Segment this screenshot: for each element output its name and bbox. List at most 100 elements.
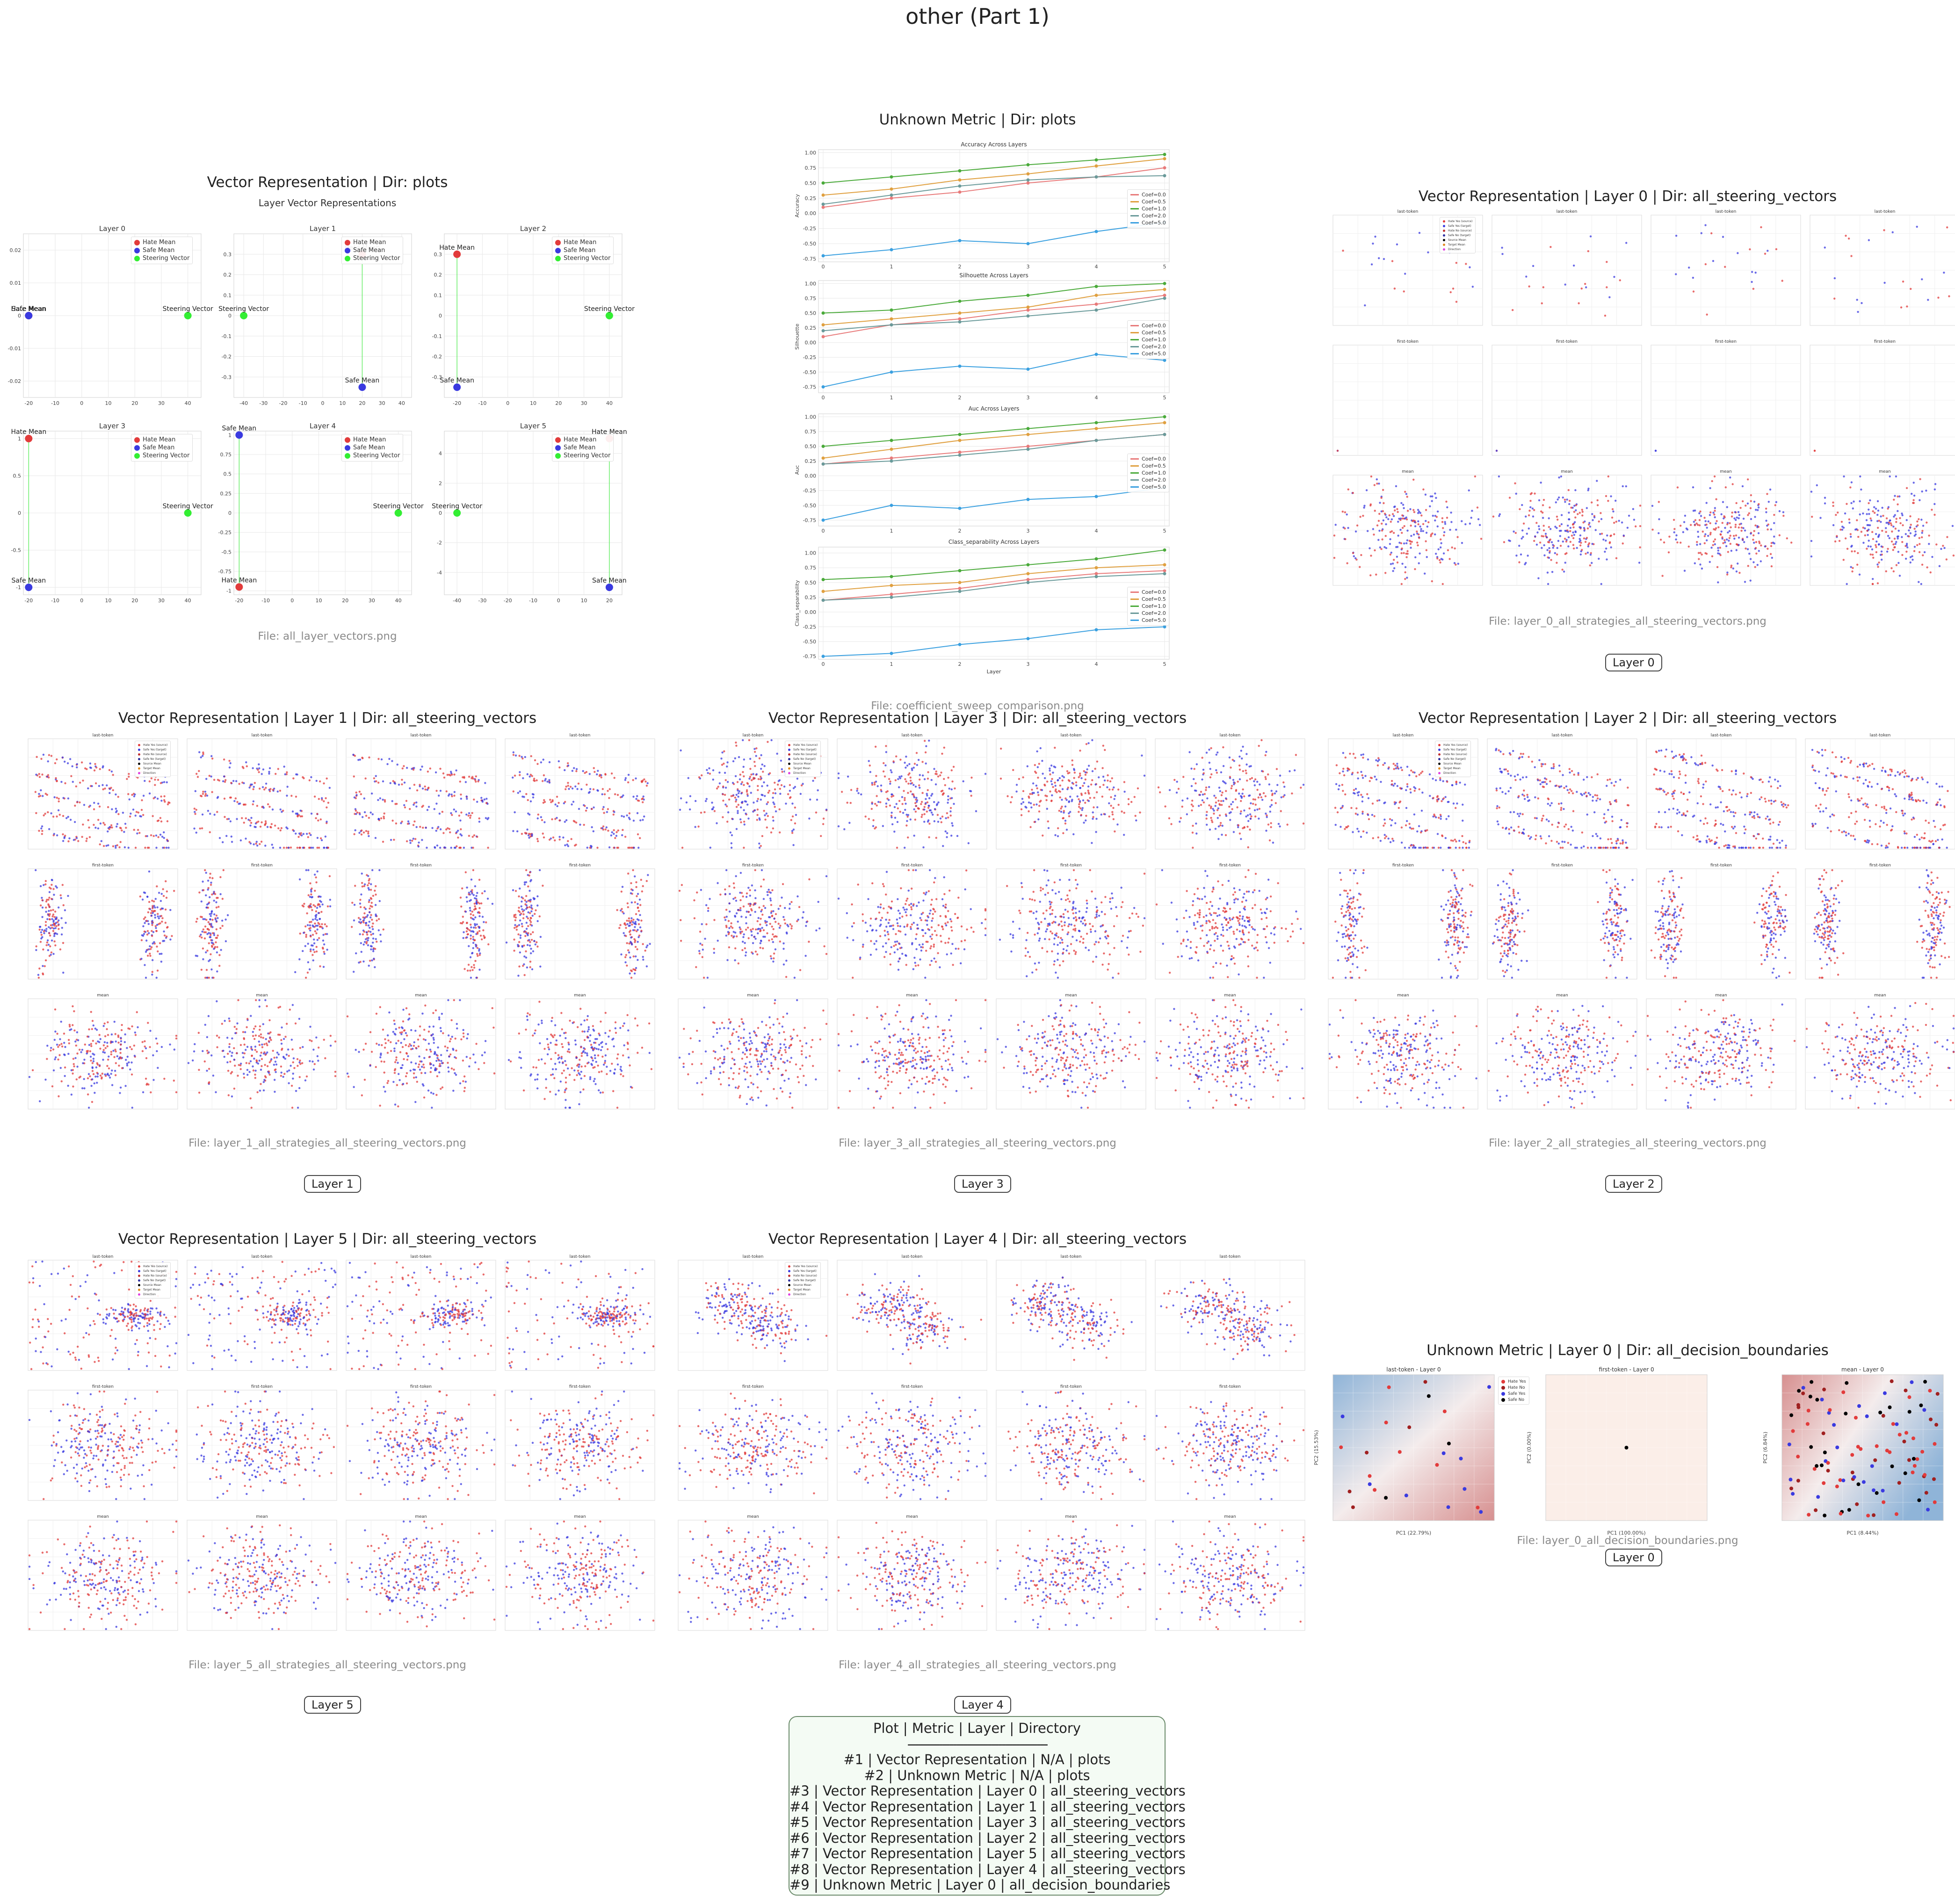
scatter-point xyxy=(103,1052,106,1054)
scatter-point xyxy=(449,1053,452,1056)
scatter-point xyxy=(393,1019,395,1022)
scatter-point xyxy=(1556,519,1559,521)
series-point xyxy=(821,444,825,448)
scatter-point xyxy=(627,906,629,909)
scatter-point xyxy=(465,813,468,816)
scatter-point xyxy=(273,1063,275,1066)
scatter-point xyxy=(436,1054,439,1057)
scatter-point xyxy=(1499,513,1501,516)
scatter-point xyxy=(539,1042,541,1045)
scatter-point xyxy=(145,949,148,952)
scatter-point xyxy=(529,941,531,943)
scatter-point xyxy=(1342,249,1344,252)
scatter-point xyxy=(587,1036,589,1039)
series-point xyxy=(821,202,825,206)
scatter-point xyxy=(198,751,201,753)
scatter-point xyxy=(1673,531,1675,534)
scatter-point xyxy=(471,930,474,932)
scatter-point xyxy=(1766,525,1768,527)
legend-label: Source Mean xyxy=(1448,238,1466,242)
scatter-point xyxy=(642,795,644,798)
scatter-point xyxy=(364,938,367,940)
scatter-point xyxy=(608,788,611,790)
scatter-point xyxy=(1442,527,1444,529)
scatter-point xyxy=(346,1015,349,1017)
scatter-point xyxy=(51,915,54,917)
scatter-point xyxy=(547,1043,549,1046)
scatter-point xyxy=(1734,526,1737,528)
scatter-point xyxy=(607,790,609,792)
legend-entry: Coef=0.0 xyxy=(1130,191,1166,198)
scatter-point xyxy=(277,1033,280,1036)
scatter-point xyxy=(208,942,210,945)
scatter-point xyxy=(50,887,52,890)
scatter-point xyxy=(1405,542,1408,545)
scatter-point xyxy=(316,1055,319,1058)
scatter-point xyxy=(558,766,561,769)
scatter-point xyxy=(564,1091,566,1093)
scatter-point xyxy=(1468,489,1470,492)
scatter-point xyxy=(1746,502,1749,505)
scatter-point xyxy=(307,869,310,872)
x-tick-label: 4 xyxy=(1095,395,1098,401)
scatter-point xyxy=(1810,490,1813,493)
scatter-point xyxy=(519,790,521,793)
scatter-point xyxy=(324,1057,326,1060)
scatter-point xyxy=(315,914,318,916)
scatter-point xyxy=(536,904,539,907)
scatter-point xyxy=(767,815,769,817)
scatter-point xyxy=(1875,551,1878,554)
scatter-point xyxy=(457,829,459,832)
scatter-point xyxy=(413,1072,415,1075)
scatter-point xyxy=(309,929,311,932)
scatter-point xyxy=(246,765,248,768)
scatter-point xyxy=(627,773,630,776)
scatter-point xyxy=(419,826,421,828)
legend-marker xyxy=(345,247,350,253)
series-point xyxy=(821,385,825,389)
scatter-point xyxy=(1724,526,1726,529)
scatter-point xyxy=(442,832,445,834)
scatter-point xyxy=(478,927,481,929)
legend-label: Coef=0.0 xyxy=(1142,192,1166,198)
scatter-point xyxy=(626,923,629,925)
scatter-point xyxy=(1365,489,1368,491)
scatter-point xyxy=(72,1024,74,1026)
scatter-point xyxy=(81,1049,84,1051)
scatter-point xyxy=(1735,549,1738,551)
scatter-point xyxy=(1561,569,1564,571)
scatter-point xyxy=(125,1059,127,1061)
scatter-point xyxy=(1590,552,1592,555)
scatter-point xyxy=(711,801,713,804)
y-tick-label: 0.75 xyxy=(220,452,232,458)
legend-entry: Coef=5.0 xyxy=(1130,617,1166,624)
scatter-point xyxy=(596,846,599,849)
scatter-point xyxy=(163,799,166,801)
scatter-point xyxy=(464,781,467,783)
scatter-point xyxy=(35,812,37,815)
scatter-point xyxy=(1541,302,1543,304)
scatter-point xyxy=(355,813,357,815)
scatter-point xyxy=(1707,520,1709,523)
scatter-point xyxy=(194,790,197,793)
scatter-point xyxy=(580,1046,582,1048)
scatter-point xyxy=(268,1019,271,1022)
scatter-point xyxy=(480,797,483,799)
scatter-point xyxy=(62,797,65,799)
scatter-point xyxy=(88,826,90,829)
scatter-point xyxy=(52,815,55,818)
scatter-point xyxy=(56,1044,58,1046)
scatter-point xyxy=(165,880,167,882)
scatter-point xyxy=(253,843,255,845)
series-line-4 xyxy=(823,222,1165,257)
scatter-point xyxy=(1549,528,1552,530)
scatter-point xyxy=(1613,275,1615,278)
scatter-point xyxy=(589,1078,592,1081)
scatter-point xyxy=(401,783,403,786)
scatter-point xyxy=(471,969,474,971)
scatter-point xyxy=(230,835,233,838)
scatter-point xyxy=(205,919,208,921)
series-point xyxy=(1094,495,1098,498)
scatter-point xyxy=(1564,283,1566,286)
x-tick-label: 40 xyxy=(398,400,405,406)
